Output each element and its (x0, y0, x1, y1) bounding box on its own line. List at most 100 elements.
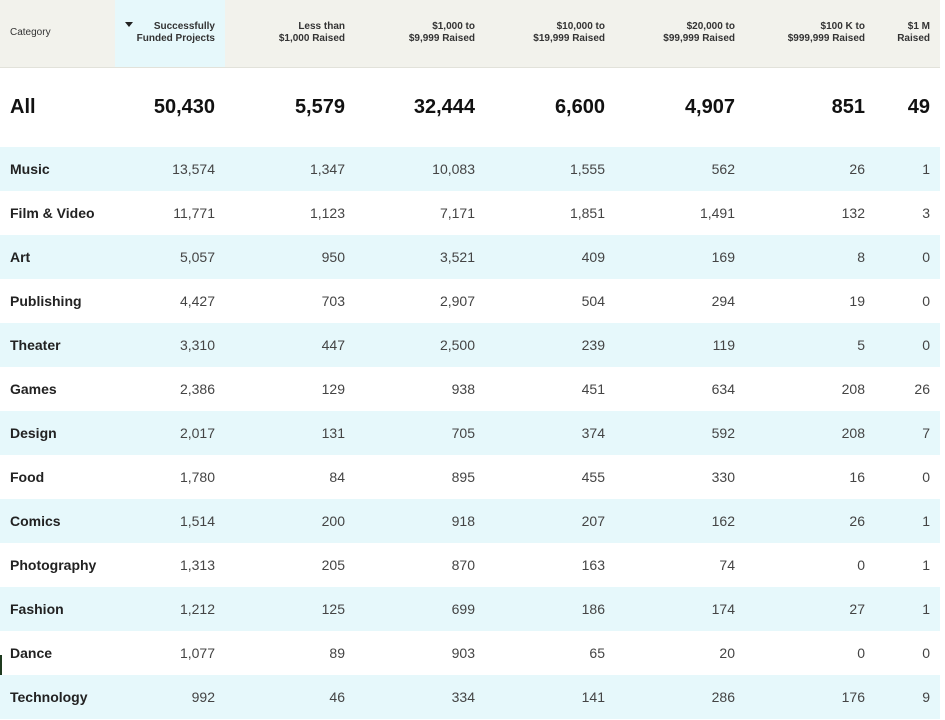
table-cell: 455 (581, 469, 605, 485)
table-cell: 2,500 (355, 323, 485, 367)
table-cell: 1,313 (179, 557, 215, 573)
table-row: Games 2,386 129 938 451 634 208 26 (0, 367, 940, 411)
table-row: Art 5,057 950 3,521 409 169 8 0 (0, 235, 940, 279)
header-row: Category Successfully Funded Projects Less … (0, 0, 940, 68)
all-row-value: 5,579 (294, 95, 345, 118)
category-name: Film & Video (10, 205, 95, 221)
table-cell: 1 (875, 499, 940, 543)
table-cell: 4,427 (179, 293, 215, 309)
table-cell: 26 (745, 499, 875, 543)
table-cell: 119 (615, 323, 745, 367)
table-cell: 10,083 (355, 147, 485, 191)
table-row: Fashion 1,212 125 699 186 174 27 1 (0, 587, 940, 631)
table-row: Theater 3,310 447 2,500 239 119 5 0 (0, 323, 940, 367)
table-cell: 11,771 (173, 205, 215, 221)
table-cell: 132 (841, 205, 865, 221)
table-cell: 20 (719, 645, 735, 661)
table-cell: 46 (225, 675, 355, 719)
column-header-label: Funded Projects (136, 33, 215, 45)
table-cell: 504 (581, 293, 605, 309)
table-cell: 918 (355, 499, 485, 543)
column-header-1k-to-10k[interactable]: $1,000 to $9,999 Raised (355, 0, 485, 68)
column-header-label: $1,000 to (432, 21, 475, 33)
table-cell: 176 (745, 675, 875, 719)
table-cell: 374 (485, 411, 615, 455)
table-cell: 5 (745, 323, 875, 367)
table-cell: 239 (485, 323, 615, 367)
table-cell: 26 (914, 381, 930, 397)
table-cell: 870 (451, 557, 475, 573)
table-cell: 447 (225, 323, 355, 367)
column-header-10k-to-20k[interactable]: $10,000 to $19,999 Raised (485, 0, 615, 68)
column-header-successfully-funded[interactable]: Successfully Funded Projects (115, 0, 225, 68)
table-cell: 5,057 (115, 235, 225, 279)
table-cell: 16 (849, 469, 865, 485)
column-header-label: $100 K to (820, 21, 865, 33)
column-header-20k-to-100k[interactable]: $20,000 to $99,999 Raised (615, 0, 745, 68)
table-cell: 1,491 (699, 205, 735, 221)
table-cell: 0 (857, 557, 865, 573)
table-cell: 141 (485, 675, 615, 719)
table-cell: 1,347 (225, 147, 355, 191)
table-cell: 129 (321, 381, 345, 397)
column-header-label: $10,000 to (556, 21, 605, 33)
table-cell: 330 (711, 469, 735, 485)
category-name: Comics (0, 499, 115, 543)
table-cell: 89 (329, 645, 345, 661)
column-header-label: $20,000 to (686, 21, 735, 33)
column-header-label: $99,999 Raised (663, 33, 735, 45)
table-cell: 1,851 (569, 205, 605, 221)
table-cell: 169 (615, 235, 745, 279)
all-row: All 50,430 5,579 32,444 6,600 4,907 851 49 (0, 67, 940, 147)
table-cell: 26 (745, 147, 875, 191)
table-row: Film & Video 11,771 1,123 7,171 1,851 1,491 13… (0, 191, 940, 235)
column-header-label: Less than (298, 21, 345, 33)
table-cell: 2,386 (179, 381, 215, 397)
table-cell: 699 (355, 587, 485, 631)
left-edge-bar (0, 655, 2, 693)
column-header-category[interactable]: Category (0, 0, 115, 68)
column-header-less-than-1k[interactable]: Less than $1,000 Raised (225, 0, 355, 68)
category-name: Technology (0, 675, 115, 719)
category-name: Theater (0, 323, 115, 367)
column-header-100k-to-1m[interactable]: $100 K to $999,999 Raised (745, 0, 875, 68)
column-header-label: $9,999 Raised (408, 33, 475, 45)
table-cell: 163 (581, 557, 605, 573)
column-header-label: $1,000 Raised (278, 33, 345, 45)
table-cell: 1,555 (485, 147, 615, 191)
table-cell: 895 (451, 469, 475, 485)
column-header-label: $19,999 Raised (533, 33, 605, 45)
column-header-label: Successfully (153, 21, 215, 33)
table-cell: 592 (615, 411, 745, 455)
table-cell: 938 (451, 381, 475, 397)
table-cell: 562 (615, 147, 745, 191)
table-cell: 705 (355, 411, 485, 455)
all-row-value: 50,430 (153, 95, 215, 118)
table-body: All 50,430 5,579 32,444 6,600 4,907 851 49 Musi… (0, 67, 940, 719)
table-cell: 13,574 (115, 147, 225, 191)
table-cell: 3 (922, 205, 930, 221)
table-cell: 2,907 (439, 293, 475, 309)
table-row: Publishing 4,427 703 2,907 504 294 19 0 (0, 279, 940, 323)
table-cell: 8 (745, 235, 875, 279)
table-cell: 174 (615, 587, 745, 631)
table-cell: 207 (485, 499, 615, 543)
table-cell: 131 (225, 411, 355, 455)
column-header-label: $1 M (907, 21, 930, 33)
category-name: Dance (10, 645, 53, 661)
table-cell: 84 (329, 469, 345, 485)
table-cell: 1,514 (115, 499, 225, 543)
table-row: Design 2,017 131 705 374 592 208 7 (0, 411, 940, 455)
table-row: Comics 1,514 200 918 207 162 26 1 (0, 499, 940, 543)
category-name: Design (0, 411, 115, 455)
category-name: Food (10, 469, 45, 485)
column-header-1m-plus[interactable]: $1 M Raised (875, 0, 940, 68)
table-cell: 1,212 (115, 587, 225, 631)
table-cell: 0 (875, 235, 940, 279)
column-header-label: Raised (897, 33, 930, 45)
category-name: Publishing (10, 293, 82, 309)
table-cell: 992 (115, 675, 225, 719)
table-cell: 186 (485, 587, 615, 631)
